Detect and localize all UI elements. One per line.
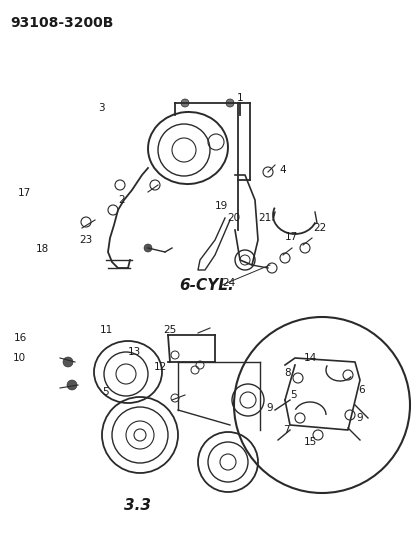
Text: 21: 21 — [258, 213, 271, 223]
Text: 6-CYL.: 6-CYL. — [179, 278, 234, 293]
Text: 17: 17 — [17, 188, 31, 198]
Circle shape — [67, 380, 77, 390]
Circle shape — [63, 357, 73, 367]
Text: 2: 2 — [119, 195, 125, 205]
Circle shape — [180, 99, 189, 107]
Text: 14: 14 — [303, 353, 316, 363]
Text: 16: 16 — [13, 333, 26, 343]
Circle shape — [225, 99, 233, 107]
Text: 22: 22 — [313, 223, 326, 233]
Text: 1: 1 — [236, 93, 243, 103]
Text: 3.3: 3.3 — [124, 498, 151, 513]
Text: 9: 9 — [266, 403, 273, 413]
Text: 6: 6 — [358, 385, 364, 395]
Text: 5: 5 — [102, 387, 109, 397]
Text: 23: 23 — [79, 235, 93, 245]
Text: 4: 4 — [279, 165, 286, 175]
Text: 25: 25 — [163, 325, 176, 335]
Text: 93108-3200B: 93108-3200B — [10, 16, 113, 30]
Text: 3: 3 — [97, 103, 104, 113]
Text: 18: 18 — [35, 244, 48, 254]
Text: 12: 12 — [153, 362, 166, 372]
Text: 20: 20 — [227, 213, 240, 223]
Text: 17: 17 — [284, 232, 297, 242]
Text: 9: 9 — [356, 413, 363, 423]
Text: 11: 11 — [99, 325, 112, 335]
Text: 13: 13 — [127, 347, 140, 357]
Text: 8: 8 — [284, 368, 291, 378]
Circle shape — [144, 244, 152, 252]
Text: 15: 15 — [303, 437, 316, 447]
Text: 10: 10 — [12, 353, 26, 363]
Text: 5: 5 — [290, 390, 297, 400]
Text: 7: 7 — [282, 425, 289, 435]
Text: 19: 19 — [214, 201, 227, 211]
Text: 24: 24 — [221, 278, 235, 288]
